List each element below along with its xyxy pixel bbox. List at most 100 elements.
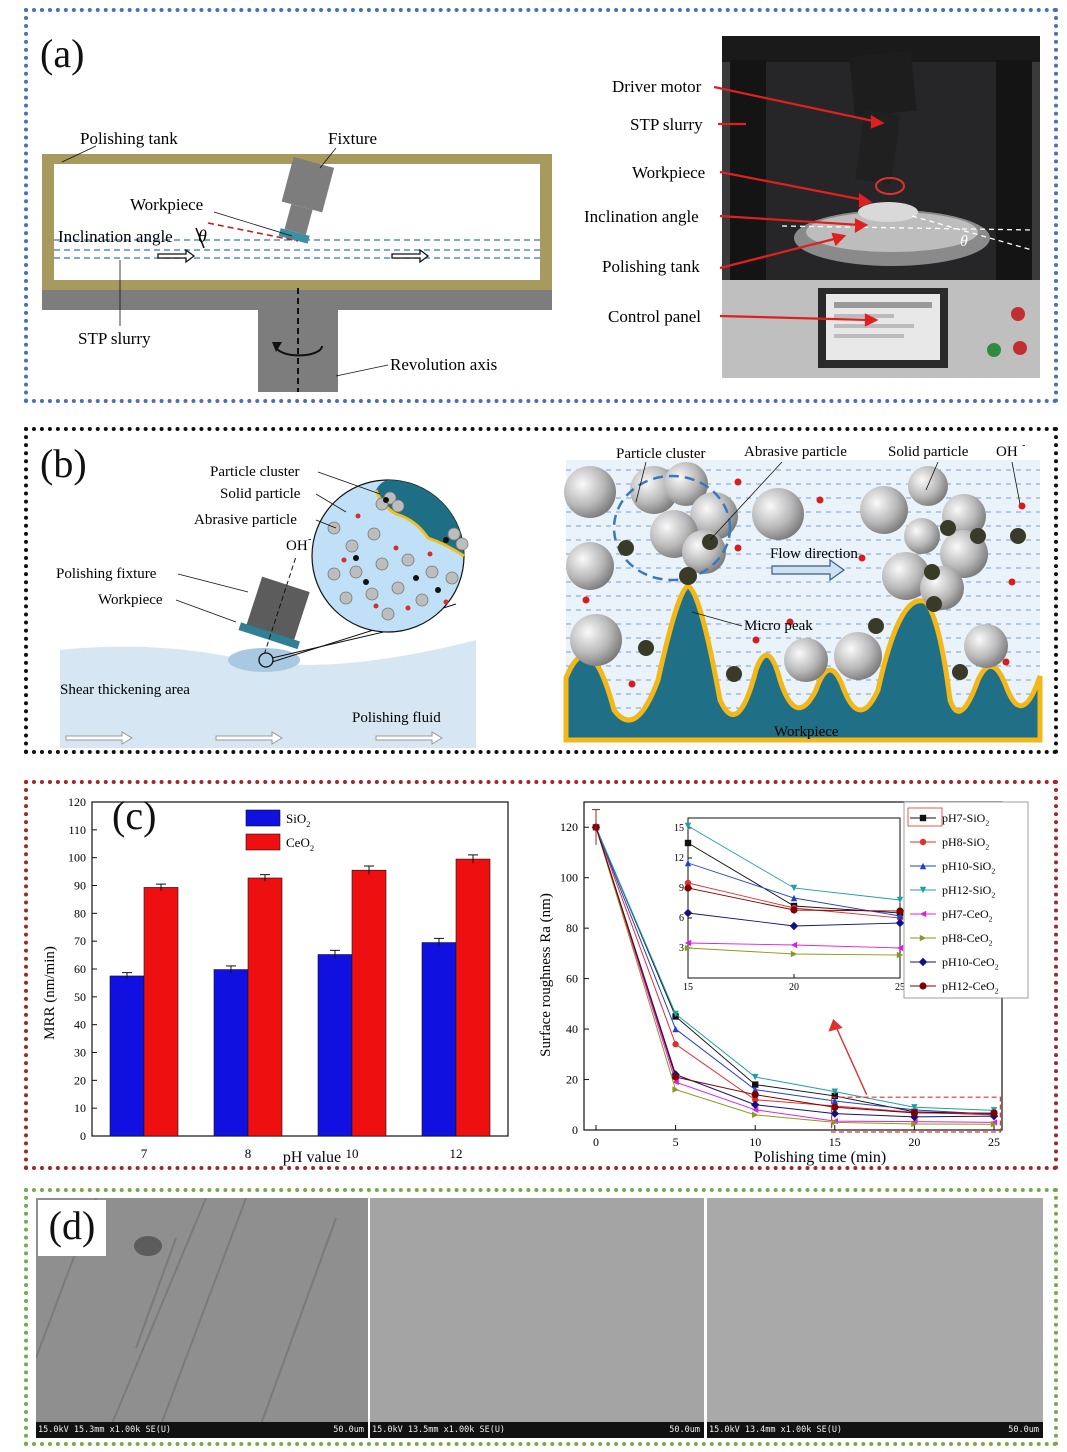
label-inclination-angle: Inclination angle xyxy=(58,227,173,246)
bar-xtick-label-0: 7 xyxy=(141,1146,148,1161)
line-legend-marker-3 xyxy=(919,886,927,894)
inset-ytick-label-3: 12 xyxy=(674,853,684,864)
inset-point-3-0 xyxy=(684,822,692,830)
label-polishing-fluid: Polishing fluid xyxy=(352,710,441,726)
bar-ytick-label-10: 100 xyxy=(68,851,86,865)
line-series-6 xyxy=(595,827,995,1118)
line-series-5 xyxy=(595,827,995,1125)
label-abrasive-particle-l: Abrasive particle xyxy=(194,512,297,528)
bar-ytick-label-7: 70 xyxy=(74,934,86,948)
line-point-5-3 xyxy=(831,1119,838,1126)
line-point-2-1 xyxy=(672,1025,679,1033)
mrr-bar-chart: 0 10 20 30 40 50 60 70 80 90 100 110 120 7 8 10 12 SiO2 Ce… xyxy=(42,795,509,1166)
label-flow-direction: Flow direction xyxy=(770,546,858,562)
line-point-5-4 xyxy=(911,1120,918,1128)
inset-point-6-1 xyxy=(789,921,799,931)
inset-point-2-2 xyxy=(896,912,904,920)
line-series-3 xyxy=(595,827,995,1111)
fixture xyxy=(278,157,335,244)
line-point-7-4 xyxy=(910,1109,918,1117)
photo-label-4: Polishing tank xyxy=(602,257,700,276)
particles-left xyxy=(327,491,469,621)
sem-texture-3 xyxy=(707,1198,1043,1438)
label-workpiece: Workpiece xyxy=(130,195,203,214)
line-ytick-label-1: 20 xyxy=(566,1073,578,1087)
sem-texture-2 xyxy=(370,1198,704,1438)
panel-b-letter: (b) xyxy=(40,441,87,486)
line-point-5-1 xyxy=(672,1086,679,1093)
bar-ytick-label-5: 50 xyxy=(74,990,86,1004)
apparatus-photo: θ xyxy=(722,36,1040,378)
line-legend-label-5: pH8-CeO2 xyxy=(942,931,993,948)
stp-mechanism-left: Particle cluster Solid particle Abrasive… xyxy=(56,464,476,748)
inset-point-4-2 xyxy=(896,944,904,952)
bar-SiO2-7 xyxy=(109,975,145,1137)
line-ytick-label-6: 120 xyxy=(560,820,578,834)
inset-point-2-0 xyxy=(684,859,692,867)
bar-xtick-label-2: 10 xyxy=(346,1146,359,1161)
inset-point-0-0 xyxy=(684,839,692,847)
bar-legend-label-0: SiO2 xyxy=(286,811,310,829)
line-point-7-5 xyxy=(990,1109,998,1117)
photo-labels: Driver motor STP slurry Workpiece Inclin… xyxy=(584,77,885,327)
line-ytick-label-5: 100 xyxy=(560,871,578,885)
line-legend-marker-2 xyxy=(919,862,927,870)
line-point-0-2 xyxy=(752,1081,759,1088)
line-zoom-box xyxy=(831,1096,1001,1133)
inset-point-3-2 xyxy=(896,896,904,904)
photo-label-2: Workpiece xyxy=(632,163,705,182)
inset-point-7-2 xyxy=(896,907,904,915)
photo-label-5: Control panel xyxy=(608,307,701,326)
inset-point-7-1 xyxy=(790,906,798,914)
line-point-5-5 xyxy=(990,1120,998,1128)
line-xtick-label-4: 20 xyxy=(908,1135,920,1149)
bar-ytick-label-11: 110 xyxy=(68,823,86,837)
line-xlabel: Polishing time (min) xyxy=(754,1149,886,1166)
label-oh-r: OH xyxy=(996,444,1018,460)
sem-scale-1: 50.0um xyxy=(333,1425,364,1435)
line-legend-marker-0 xyxy=(919,814,927,822)
line-legend-marker-4 xyxy=(919,910,927,918)
label-solid-particle-l: Solid particle xyxy=(220,486,301,502)
photo-label-0: Driver motor xyxy=(612,77,702,96)
panel-c-letter: (c) xyxy=(112,793,157,838)
line-legend-marker-7 xyxy=(919,982,927,990)
bar-xlabel: pH value xyxy=(283,1149,341,1166)
sem-scale-2: 50.0um xyxy=(669,1425,700,1435)
label-polishing-fixture: Polishing fixture xyxy=(56,566,157,582)
line-ylabel: Surface roughness Ra (nm) xyxy=(538,893,554,1057)
inset-xtick-label-2: 25 xyxy=(895,982,905,993)
line-point-3-4 xyxy=(911,1104,918,1111)
label-micro-peak: Micro peak xyxy=(744,618,813,634)
inset-point-4-1 xyxy=(790,941,798,949)
line-point-3-3 xyxy=(831,1088,838,1095)
roughness-line-chart: 0 20 40 60 80 100 120 0 5 10 15 20 25 3 6 9 12 15 15 20 25 pH… xyxy=(538,801,1029,1166)
inset-ytick-label-1: 6 xyxy=(679,913,684,924)
bar-SiO2-8 xyxy=(213,969,249,1137)
line-legend-marker-6 xyxy=(918,957,928,967)
line-legend-label-3: pH12-SiO2 xyxy=(942,883,995,900)
line-series-0 xyxy=(595,827,995,1115)
bar-ytick-label-1: 10 xyxy=(74,1101,86,1115)
polishing-fixture-shape xyxy=(238,557,310,654)
label-abrasive-particle-r: Abrasive particle xyxy=(744,444,847,460)
inset-ytick-label-2: 9 xyxy=(679,883,684,894)
line-xtick-label-2: 10 xyxy=(749,1135,761,1149)
panel-a-letter: (a) xyxy=(40,31,85,76)
line-point-6-4 xyxy=(910,1112,919,1122)
label-oh-sup-l: - xyxy=(308,534,311,545)
workpiece-block xyxy=(278,228,310,244)
line-legend-frame xyxy=(903,801,1029,999)
line-xtick-label-5: 25 xyxy=(988,1135,1000,1149)
inset-point-4-0 xyxy=(684,939,692,947)
inset-ytick-label-0: 3 xyxy=(679,943,684,954)
line-point-1-1 xyxy=(672,1041,679,1048)
label-solid-particle-r: Solid particle xyxy=(888,444,969,460)
line-point-5-2 xyxy=(752,1111,759,1119)
photo-label-3: Inclination angle xyxy=(584,207,699,226)
line-legend-label-2: pH10-SiO2 xyxy=(942,859,995,876)
line-point-3-1 xyxy=(672,1010,679,1018)
line-point-2-2 xyxy=(752,1086,759,1093)
bar-ytick-label-2: 20 xyxy=(74,1073,86,1087)
abrasive-particles-right xyxy=(618,520,1026,682)
